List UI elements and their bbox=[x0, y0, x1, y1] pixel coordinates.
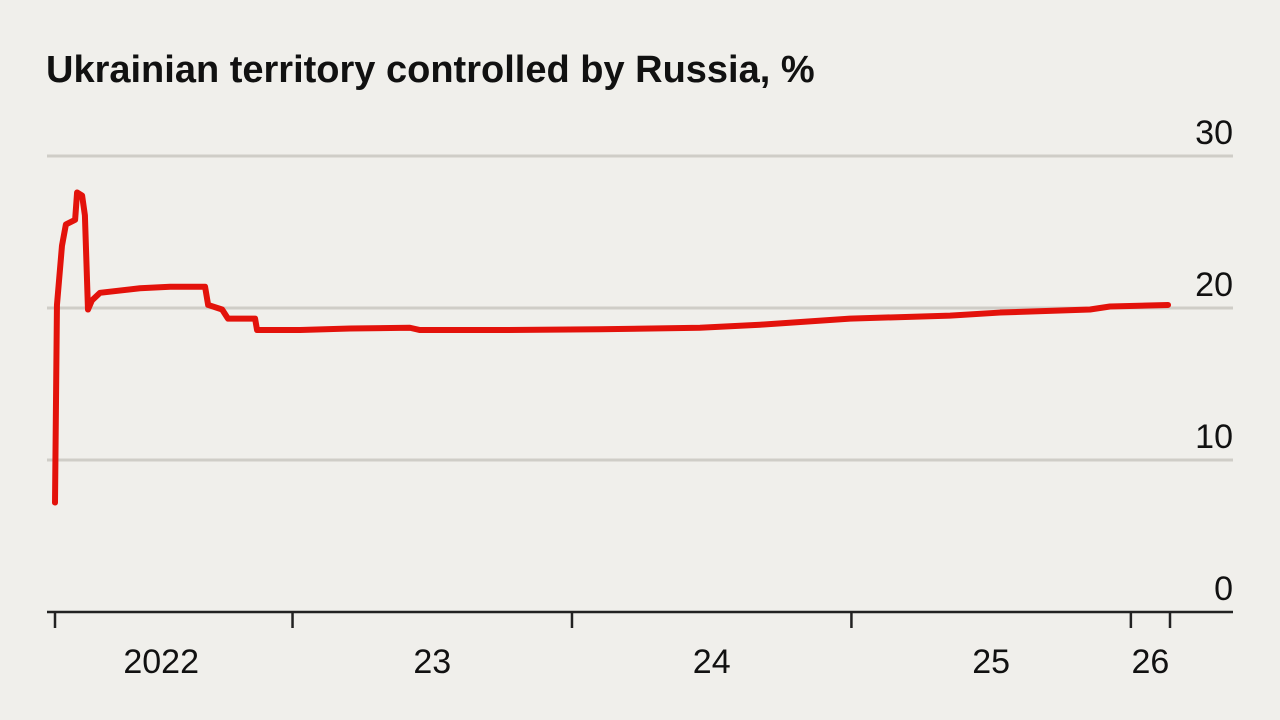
x-tick-label: 25 bbox=[972, 643, 1010, 681]
y-tick-label: 0 bbox=[1214, 570, 1233, 608]
data-line bbox=[52, 189, 1172, 506]
x-tick-label: 26 bbox=[1132, 643, 1170, 681]
y-tick-label: 20 bbox=[1195, 266, 1233, 304]
x-tick-label: 24 bbox=[693, 643, 731, 681]
y-tick-label: 10 bbox=[1195, 418, 1233, 456]
chart-title: Ukrainian territory controlled by Russia… bbox=[46, 49, 815, 91]
x-tick-label: 23 bbox=[413, 643, 451, 681]
y-tick-label: 30 bbox=[1195, 114, 1233, 152]
x-tick-label: 2022 bbox=[123, 643, 199, 681]
